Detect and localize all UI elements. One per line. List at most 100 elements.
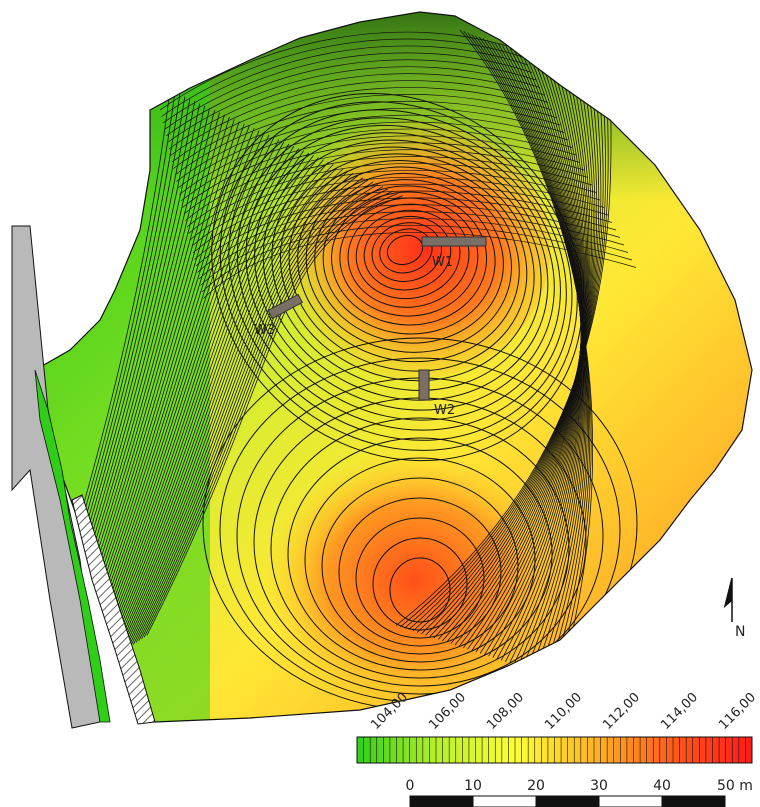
legend-tick-labels: 104,00 106,00 108,00 110,00 112,00 114,00 116,… <box>368 690 759 733</box>
contour-line <box>191 176 605 247</box>
contour-line <box>97 155 314 668</box>
contour-line <box>400 83 609 628</box>
contour-line <box>425 74 596 636</box>
hatched-strip <box>71 494 156 725</box>
north-arrow-icon <box>723 577 733 622</box>
contour-lines <box>35 29 638 721</box>
contour-line <box>162 45 529 124</box>
contour-line <box>182 135 581 208</box>
svg-text:N: N <box>735 624 745 640</box>
contour-line <box>173 94 557 169</box>
contour-line <box>194 190 613 260</box>
scale-bar-segment <box>409 795 474 807</box>
contour-line <box>421 76 598 635</box>
scale-bar-segment <box>535 795 600 807</box>
elevation-legend: 104,00 106,00 108,00 110,00 112,00 114,00 116,… <box>356 690 759 764</box>
contour-line <box>338 497 502 647</box>
contour-line <box>133 184 379 645</box>
contour-line <box>185 149 589 221</box>
legend-tick-label: 106,00 <box>426 690 469 733</box>
contour-line <box>141 190 393 640</box>
contour-line <box>228 109 573 441</box>
contour-line <box>347 203 470 308</box>
contour-line <box>146 195 403 636</box>
contour-line <box>76 137 275 683</box>
contour-line <box>171 87 553 163</box>
contour-line <box>143 193 398 638</box>
contour-line <box>114 168 344 658</box>
contour-line <box>116 170 349 656</box>
contour-line <box>254 132 555 411</box>
scale-bar-label: 0 <box>406 778 415 794</box>
contour-line <box>188 163 597 234</box>
contour-line <box>437 70 591 640</box>
svg-text:W1: W1 <box>432 255 453 270</box>
scale-bar: 0 10 20 30 40 50 m <box>406 778 753 807</box>
green-band-west <box>34 369 111 723</box>
contour-line <box>174 100 561 176</box>
scale-bar-label: 30 <box>590 778 608 794</box>
contour-line <box>165 59 537 137</box>
contour-line <box>180 128 577 202</box>
contour-line <box>203 231 637 299</box>
contour-line <box>127 179 369 649</box>
contour-line <box>100 157 319 667</box>
contour-line <box>119 172 354 654</box>
scale-bar-label: 10 <box>464 778 482 794</box>
contour-line <box>197 204 621 273</box>
legend-tick-label: 108,00 <box>484 690 527 733</box>
north-arrow: N <box>723 577 745 640</box>
contour-line <box>111 166 339 659</box>
contour-line <box>304 457 536 663</box>
contour-line <box>412 78 602 632</box>
contour-line <box>331 191 488 326</box>
contour-line <box>433 71 593 639</box>
scale-bar-labels: 0 10 20 30 40 50 m <box>406 778 753 794</box>
legend-tick-marks <box>356 737 753 763</box>
contour-line <box>179 121 573 195</box>
svg-text:W2: W2 <box>434 403 455 418</box>
contour-line <box>189 170 601 241</box>
contour-line <box>271 146 542 391</box>
contour-line <box>245 124 561 421</box>
legend-tick-label: 114,00 <box>658 690 701 733</box>
contour-line <box>322 185 496 335</box>
contour-line <box>161 38 525 117</box>
contour-line <box>395 84 612 626</box>
contour-line <box>416 77 600 633</box>
contour-line <box>124 177 364 650</box>
scale-bar-label: 40 <box>653 778 671 794</box>
contour-line <box>108 163 334 661</box>
legend-tick-label: 116,00 <box>716 690 759 733</box>
contour-line <box>429 73 594 637</box>
contour-line <box>404 81 607 629</box>
contour-line <box>138 188 388 641</box>
contour-line <box>270 417 570 679</box>
contour-line <box>122 175 359 652</box>
contour-line <box>186 156 593 228</box>
scale-bar-label: 20 <box>527 778 545 794</box>
contour-line <box>201 225 633 293</box>
trench-w1: W1 <box>421 236 487 270</box>
contour-line <box>195 197 617 267</box>
contour-line <box>130 181 374 647</box>
trench-w2: W2 <box>418 369 455 418</box>
contour-line <box>288 160 528 372</box>
contour-line <box>84 143 290 677</box>
trench-w3: W3 <box>254 293 304 338</box>
scale-bar-segment <box>598 795 663 807</box>
contour-line <box>168 73 545 150</box>
contour-line <box>164 52 533 130</box>
contour-line <box>177 114 569 189</box>
contour-line <box>81 141 285 679</box>
scale-bar-label: 50 m <box>717 778 753 794</box>
contour-line <box>200 218 629 286</box>
contour-line <box>183 142 585 215</box>
contour-line <box>106 161 329 663</box>
contour-line <box>159 31 521 111</box>
svg-text:W3: W3 <box>254 323 275 338</box>
contour-line <box>442 69 590 642</box>
contour-line <box>135 186 384 643</box>
contour-line <box>355 209 461 300</box>
